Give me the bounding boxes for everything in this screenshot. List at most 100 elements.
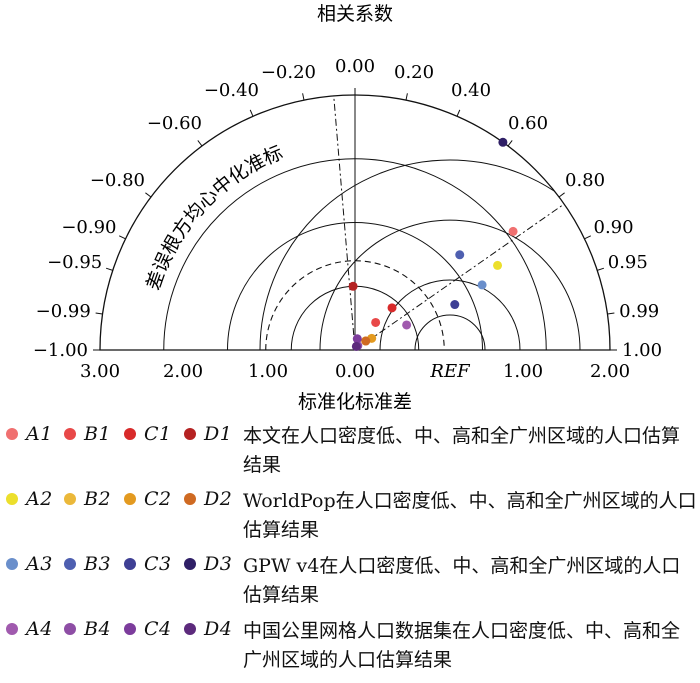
rmsd-arc (379, 279, 521, 350)
legend-item: C3 (124, 552, 172, 576)
correlation-tick (249, 109, 254, 117)
correlation-tick-label: −0.99 (36, 301, 91, 322)
legend-marker (124, 623, 136, 635)
legend-description: WorldPop在人口密度低、中、高和全广州区域的人口估算结果 (243, 490, 697, 541)
legend-row: A1 B1 C1 D1 本文在人口密度低、中、高和全广州区域的人口估算结果 (6, 422, 696, 482)
correlation-tick (145, 192, 152, 198)
legend-code: D1 (204, 423, 233, 445)
legend-marker (6, 558, 18, 570)
correlation-tick-label: 0.40 (451, 80, 491, 101)
correlation-tick (607, 312, 615, 315)
correlation-tick-label: −0.90 (61, 217, 116, 238)
correlation-tick (584, 235, 592, 240)
legend-marker (64, 623, 76, 635)
dashdot-line-positive (354, 203, 565, 351)
legend-code: C3 (144, 553, 172, 575)
legend-code: C1 (144, 423, 172, 445)
correlation-tick-label: 0.60 (508, 113, 548, 134)
legend-item: D3 (184, 552, 232, 576)
data-point-b3 (455, 250, 465, 260)
legend-marker (124, 428, 136, 440)
legend-item: C1 (124, 422, 172, 446)
data-point-d1 (348, 281, 358, 291)
std-circle (227, 222, 483, 351)
legend-marker (6, 623, 18, 635)
legend-marker (64, 493, 76, 505)
legend-row: A3 B3 C3 D3 GPW v4在人口密度低、中、高和全广州区域的人口估算结果 (6, 552, 696, 612)
legend-item: B4 (64, 617, 111, 641)
std-tick-label: 0.00 (335, 361, 375, 382)
rmsd-arc (319, 219, 581, 350)
legend-marker (64, 428, 76, 440)
correlation-tick (597, 267, 605, 271)
std-tick-label: 2.00 (590, 361, 630, 382)
correlation-tick-label: −0.60 (147, 113, 202, 134)
correlation-tick-label: −0.20 (261, 62, 316, 83)
data-point-c1 (387, 303, 397, 313)
legend-item: D1 (184, 422, 232, 446)
legend-item: D4 (184, 617, 232, 641)
taylor-diagram: 0.00 0.20 0.40 0.60 0.80 0.90 0.95 0.99 1.00 −0.2… (33, 3, 662, 413)
legend-item: A1 (6, 422, 53, 446)
legend-code: B1 (84, 423, 112, 445)
data-point-d3 (498, 137, 508, 147)
data-point-c4 (352, 334, 362, 344)
legend-code: B3 (84, 553, 112, 575)
std-tick-label: 2.00 (163, 361, 203, 382)
chart-title: 相关系数 (317, 3, 393, 25)
correlation-tick-label: 0.95 (608, 252, 648, 273)
legend-marker (184, 428, 196, 440)
legend-code: D3 (204, 553, 233, 575)
rmsd-arc (259, 159, 610, 350)
correlation-tick (197, 140, 203, 147)
correlation-tick-label: −1.00 (33, 340, 88, 361)
correlation-tick (95, 312, 103, 315)
correlation-tick-label: 0.20 (394, 62, 434, 83)
legend-description: GPW v4在人口密度低、中、高和全广州区域的人口估算结果 (243, 555, 681, 606)
legend-code: B4 (84, 618, 112, 640)
legend-marker (6, 493, 18, 505)
legend-marker (124, 493, 136, 505)
data-point-b1 (371, 317, 381, 327)
legend-marker (64, 558, 76, 570)
legend-item: A2 (6, 487, 53, 511)
std-tick-label: 1.00 (503, 361, 543, 382)
legend-item: C4 (124, 617, 172, 641)
std-tick-label: 1.00 (248, 361, 288, 382)
outer-boundary (99, 94, 611, 351)
correlation-tick-label: 0.99 (619, 301, 659, 322)
legend-item: A3 (6, 552, 53, 576)
legend-marker (6, 428, 18, 440)
legend-marker (184, 558, 196, 570)
correlation-tick (456, 109, 461, 117)
correlation-tick (118, 235, 126, 240)
legend-item: C2 (124, 487, 172, 511)
x-axis-label: 标准化标准差 (298, 391, 412, 413)
correlation-tick-label: 1.00 (622, 340, 662, 361)
legend-code: C2 (144, 488, 172, 510)
legend-code: D4 (204, 618, 233, 640)
legend-description: 本文在人口密度低、中、高和全广州区域的人口估算结果 (243, 425, 681, 476)
legend-code: A3 (26, 553, 53, 575)
legend-code: C4 (144, 618, 172, 640)
data-point-d4 (351, 341, 361, 351)
legend-item: B2 (64, 487, 111, 511)
correlation-tick (405, 93, 408, 101)
data-point-a3 (477, 280, 487, 290)
correlation-tick-label: 0.00 (335, 56, 375, 77)
dashdot-line-negative (333, 95, 356, 351)
legend-code: A4 (26, 618, 53, 640)
data-point-a2 (493, 260, 503, 270)
legend-row: A2 B2 C2 D2 WorldPop在人口密度低、中、高和全广州区域的人口估算结果 (6, 487, 697, 547)
correlation-tick-label: −0.40 (204, 80, 259, 101)
legend-marker (124, 558, 136, 570)
radial-axis-label: 差误根方均心中化准标 (142, 142, 286, 293)
legend-code: A2 (26, 488, 53, 510)
correlation-tick-label: −0.80 (90, 170, 145, 191)
legend-code: D2 (204, 488, 233, 510)
legend-marker (184, 493, 196, 505)
correlation-tick (105, 267, 113, 271)
reference-label: REF (429, 361, 471, 382)
legend-item: A4 (6, 617, 53, 641)
legend-item: D2 (184, 487, 232, 511)
